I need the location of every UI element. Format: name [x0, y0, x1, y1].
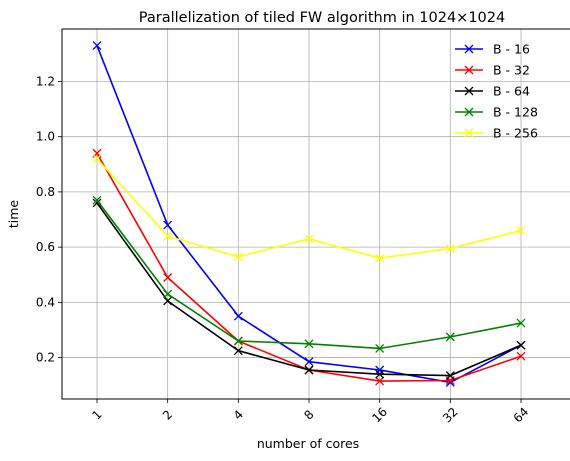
plot-frame [61, 28, 570, 400]
series-lines [92, 41, 526, 387]
series-4 [92, 195, 526, 353]
data-point-marker [304, 365, 314, 375]
data-point-marker [233, 311, 243, 321]
data-point-marker [233, 336, 243, 346]
legend-entry: B - 64 [455, 84, 530, 99]
data-point-marker [516, 226, 526, 236]
legend-marker [464, 44, 474, 54]
legend-entry: B - 32 [455, 63, 530, 78]
data-point-marker [516, 318, 526, 328]
legend-entry: B - 128 [455, 105, 538, 120]
data-point-marker [304, 234, 314, 244]
data-point-marker [445, 371, 455, 380]
data-point-marker [92, 154, 102, 164]
data-point-marker [375, 253, 385, 263]
data-point-marker [516, 340, 526, 350]
legend-marker [464, 107, 474, 117]
legend-label: B - 256 [493, 126, 538, 141]
data-point-marker [375, 369, 385, 379]
data-point-marker [92, 195, 102, 205]
y-tick-label: 0.2 [36, 351, 55, 365]
y-tick-label: 0.8 [36, 185, 55, 199]
legend: B - 16 B - 32 B - 64 B - 128 B - 256 [455, 42, 538, 141]
y-tick-label: 0.6 [36, 240, 55, 254]
data-point-marker [163, 220, 173, 230]
chart-title: Parallelization of tiled FW algorithm in… [139, 10, 505, 26]
legend-label: B - 32 [493, 63, 530, 78]
legend-entry: B - 16 [455, 42, 530, 57]
legend-marker [464, 128, 474, 138]
legend-entry: B - 256 [455, 126, 538, 141]
data-point-marker [445, 332, 455, 342]
data-point-marker [375, 376, 385, 386]
data-point-marker [233, 252, 243, 262]
axes: 1 2 4 8 16 32 640.20.40.60.81.01.2 [36, 74, 531, 425]
legend-label: B - 64 [493, 84, 530, 99]
data-point-marker [92, 41, 102, 51]
series-3 [92, 198, 526, 380]
x-axis-label: number of cores [257, 436, 359, 451]
data-point-marker [445, 244, 455, 253]
data-point-marker [163, 296, 173, 306]
data-point-marker [163, 231, 173, 241]
y-tick-label: 0.4 [36, 295, 55, 309]
data-point-marker [516, 351, 526, 361]
grid-lines [62, 29, 570, 399]
legend-label: B - 16 [493, 42, 530, 57]
data-point-marker [304, 357, 314, 367]
data-point-marker [163, 289, 173, 299]
data-point-marker [375, 344, 385, 353]
data-point-marker [304, 339, 314, 349]
legend-marker [464, 86, 474, 96]
data-point-marker [92, 198, 102, 208]
data-point-marker [163, 273, 173, 282]
series-5 [92, 154, 526, 263]
data-point-marker [233, 346, 243, 356]
legend-label: B - 128 [493, 105, 538, 120]
y-axis-label: time [6, 200, 21, 229]
y-tick-label: 1.0 [36, 130, 55, 144]
data-point-marker [375, 365, 385, 375]
legend-marker [464, 65, 474, 75]
y-tick-label: 1.2 [36, 74, 55, 88]
